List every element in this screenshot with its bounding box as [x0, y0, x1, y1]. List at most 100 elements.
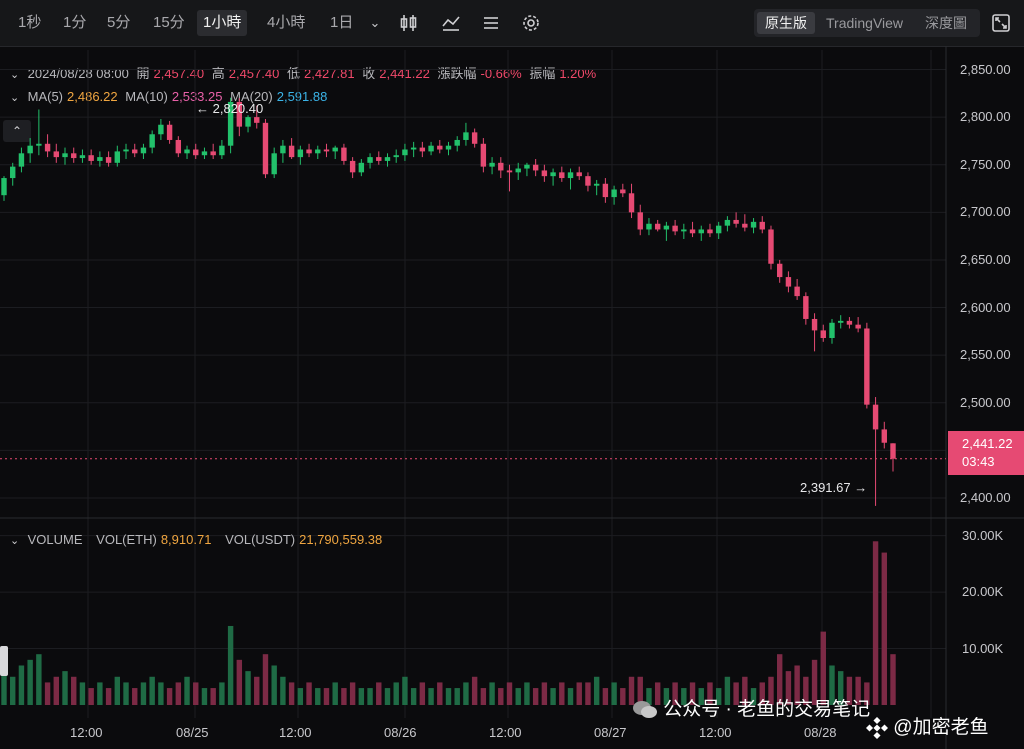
candle-body — [419, 147, 426, 152]
volume-bar — [262, 654, 269, 705]
price-tick-label: 2,550.00 — [960, 347, 1011, 363]
candle-body — [672, 225, 678, 232]
candle-body — [27, 145, 33, 154]
indicator-icon[interactable] — [438, 10, 464, 36]
time-tick-label: 08/28 — [804, 725, 837, 740]
scroll-handle[interactable] — [0, 646, 8, 676]
volume-bar — [166, 688, 173, 705]
volume-bar — [140, 682, 147, 705]
volume-bar — [471, 676, 478, 705]
open-label: 開 — [136, 66, 150, 81]
candle-body — [689, 229, 696, 234]
low-label: 低 — [286, 66, 300, 81]
candle-body — [376, 157, 382, 161]
price-tick-label: 2,600.00 — [960, 299, 1011, 315]
candle-body — [576, 172, 582, 177]
candle-body — [750, 221, 757, 228]
volume-tick-label: 30.00K — [962, 527, 1004, 543]
price-tick-label: 2,800.00 — [960, 109, 1011, 125]
candle-body — [18, 153, 25, 167]
volume-bar — [489, 682, 495, 705]
volume-bar — [576, 682, 582, 705]
volume-bar — [463, 682, 469, 705]
volume-bar — [193, 682, 199, 705]
timeframe-1s[interactable]: 1秒 — [18, 14, 42, 31]
gear-icon[interactable] — [518, 10, 544, 36]
settings-list-icon[interactable] — [478, 10, 504, 36]
timeframe-1m[interactable]: 1分 — [63, 14, 87, 31]
brand-logo-icon — [865, 716, 889, 740]
volume-bar — [428, 688, 434, 705]
candle-body — [10, 166, 16, 179]
fullscreen-icon[interactable] — [988, 10, 1014, 36]
candle-body — [88, 155, 94, 161]
candle-body — [210, 151, 216, 156]
volume-bar — [332, 682, 338, 705]
price-tick-label: 2,700.00 — [960, 204, 1011, 220]
chevron-down-icon[interactable]: ⌄ — [369, 15, 381, 30]
volume-label: VOLUME — [27, 532, 83, 547]
collapse-chevron-icon[interactable]: ⌄ — [10, 69, 20, 81]
price-tick-label: 2,750.00 — [960, 156, 1011, 172]
open-value: 2,457.40 — [153, 66, 205, 81]
volume-bar — [559, 682, 565, 705]
time-tick-label: 08/27 — [594, 725, 627, 740]
candle-body — [410, 147, 417, 150]
volume-bar — [524, 682, 530, 705]
candle-body — [105, 157, 112, 163]
vol-eth-label: VOL(ETH) — [96, 532, 157, 547]
candle-body — [114, 151, 121, 163]
volume-bar — [149, 676, 155, 705]
candle-body — [681, 229, 687, 232]
candle-body — [149, 134, 155, 148]
candle-body — [123, 149, 129, 152]
collapse-panel-button[interactable]: ⌃ — [3, 120, 31, 142]
candle-body — [846, 320, 853, 325]
candle-body — [820, 330, 826, 339]
candle-body — [515, 168, 521, 173]
low-value: 2,427.81 — [303, 66, 355, 81]
candle-body — [506, 170, 513, 173]
candle-body — [402, 149, 408, 156]
volume-bar — [306, 682, 312, 705]
low-annotation-value: 2,391.67 — [800, 480, 851, 495]
collapse-chevron-icon[interactable]: ⌄ — [10, 535, 20, 547]
volume-bar — [315, 688, 321, 705]
view-depth[interactable]: 深度圖 — [925, 15, 967, 31]
ohlc-date: 2024/08/28 08:00 — [27, 66, 129, 81]
candle-body — [184, 149, 190, 154]
collapse-chevron-icon[interactable]: ⌄ — [10, 92, 20, 104]
close-value: 2,441.22 — [379, 66, 430, 81]
current-price-tag: 2,441.22 03:43 — [948, 431, 1024, 475]
watermark-left-text: 公众号 · 老鱼的交易笔记 — [663, 699, 871, 720]
view-tradingview[interactable]: TradingView — [826, 15, 904, 31]
timeframe-4h[interactable]: 4小時 — [267, 14, 306, 31]
timeframe-1d[interactable]: 1日 — [330, 14, 354, 31]
candlestick-type-icon[interactable] — [396, 10, 422, 36]
timeframe-15m[interactable]: 15分 — [153, 14, 185, 31]
candle-body — [524, 164, 530, 169]
timeframe-5m[interactable]: 5分 — [107, 14, 131, 31]
volume-bar — [585, 682, 591, 705]
change-label: 漲跌幅 — [437, 66, 477, 81]
price-tick-label: 2,500.00 — [960, 394, 1011, 410]
candle-body — [838, 320, 844, 323]
candle-body — [559, 172, 565, 179]
candle-body — [44, 143, 51, 152]
candle-body — [140, 147, 147, 154]
volume-bar — [227, 625, 234, 705]
volume-bar — [288, 682, 295, 705]
amplitude-label: 振幅 — [529, 66, 556, 81]
time-tick-label: 08/25 — [176, 725, 209, 740]
volume-bar — [254, 676, 260, 705]
volume-bar — [201, 688, 208, 705]
view-native[interactable]: 原生版 — [757, 12, 815, 34]
volume-bar — [341, 688, 347, 705]
volume-bar — [515, 688, 521, 705]
volume-bar — [393, 682, 399, 705]
timeframe-1h[interactable]: 1小時 — [197, 10, 248, 36]
volume-bar — [123, 682, 129, 705]
volume-bar — [384, 688, 391, 705]
candle-body — [437, 145, 443, 150]
